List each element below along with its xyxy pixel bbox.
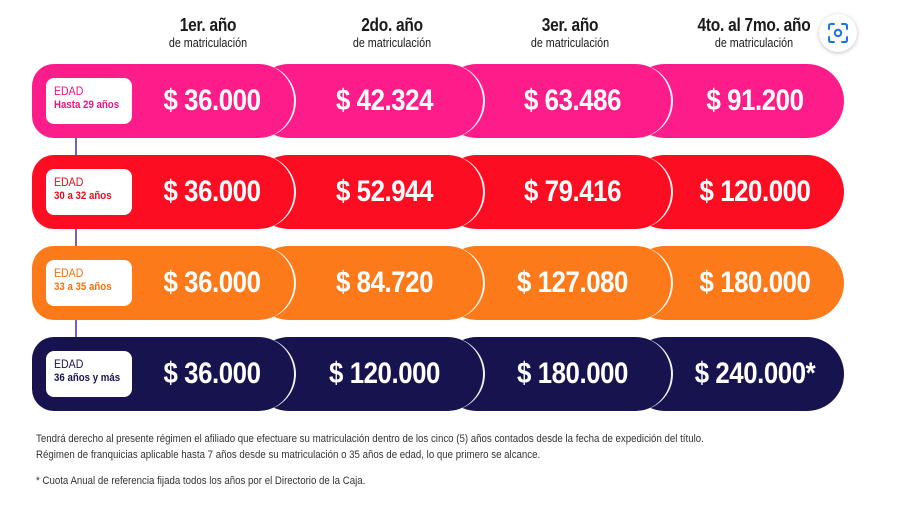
fee-value-year-2: $ 120.000	[329, 357, 440, 390]
age-range: 36 años y más	[54, 371, 121, 384]
fee-row-age-33-35: EDAD 33 a 35 años $ 36.000 $ 84.720 $ 12…	[32, 246, 844, 320]
fee-value-year-2: $ 84.720	[336, 266, 433, 299]
fee-row-age-29: EDAD Hasta 29 años $ 36.000 $ 42.324 $ 6…	[32, 64, 844, 138]
lens-scan-button[interactable]	[819, 14, 857, 52]
note-footnote: * Cuota Anual de referencia fijada todos…	[36, 475, 366, 487]
fee-value-year-3: $ 127.080	[517, 266, 628, 299]
fee-cell-bg	[440, 64, 673, 138]
note-eligibility: Tendrá derecho al presente régimen el af…	[36, 433, 704, 445]
column-title: 1er. año	[179, 15, 237, 35]
fee-value-year-1: $ 36.000	[163, 266, 261, 299]
fee-value-year-4-7: $ 180.000	[699, 266, 811, 299]
lens-scan-icon	[828, 23, 848, 43]
column-subtitle: de matriculación	[530, 36, 610, 50]
fee-value-year-1: $ 36.000	[163, 357, 261, 390]
age-badge: EDAD 36 años y más	[46, 351, 132, 397]
fee-row-age-30-32: EDAD 30 a 32 años $ 36.000 $ 52.944 $ 79…	[32, 155, 844, 229]
fee-value-year-1: $ 36.000	[163, 175, 261, 208]
age-label: EDAD	[54, 175, 84, 189]
fee-value-year-3: $ 63.486	[524, 84, 621, 117]
column-header-year-3: 3er. año de matriculación	[480, 16, 660, 50]
note-franchise: Régimen de franquicias aplicable hasta 7…	[36, 449, 541, 461]
column-title: 3er. año	[541, 15, 599, 35]
fee-value-year-3: $ 180.000	[517, 357, 628, 390]
column-header-year-1: 1er. año de matriculación	[118, 16, 298, 50]
column-subtitle: de matriculación	[714, 36, 794, 50]
age-range: 30 a 32 años	[54, 189, 112, 202]
age-badge: EDAD 33 a 35 años	[46, 260, 132, 306]
fee-row-age-36-plus: EDAD 36 años y más $ 36.000 $ 120.000 $ …	[32, 337, 844, 411]
column-header-year-2: 2do. año de matriculación	[302, 16, 482, 50]
column-subtitle: de matriculación	[168, 36, 248, 50]
column-title: 2do. año	[361, 15, 423, 35]
age-range: Hasta 29 años	[54, 98, 120, 111]
column-title: 4to. al 7mo. año	[697, 15, 811, 35]
fee-value-year-3: $ 79.416	[524, 175, 621, 208]
age-label: EDAD	[54, 84, 84, 98]
fee-value-year-2: $ 42.324	[336, 84, 433, 117]
age-badge: EDAD Hasta 29 años	[46, 78, 132, 124]
fee-value-year-2: $ 52.944	[336, 175, 433, 208]
column-subtitle: de matriculación	[352, 36, 432, 50]
fee-value-year-4-7: $ 91.200	[706, 84, 804, 117]
age-label: EDAD	[54, 357, 84, 371]
fee-value-year-1: $ 36.000	[163, 84, 261, 117]
fee-value-year-4-7: $ 120.000	[699, 175, 811, 208]
age-range: 33 a 35 años	[54, 280, 112, 293]
age-badge: EDAD 30 a 32 años	[46, 169, 132, 215]
fee-value-year-4-7: $ 240.000*	[694, 357, 816, 390]
age-label: EDAD	[54, 266, 84, 280]
column-header-year-4-7: 4to. al 7mo. año de matriculación	[664, 16, 844, 50]
